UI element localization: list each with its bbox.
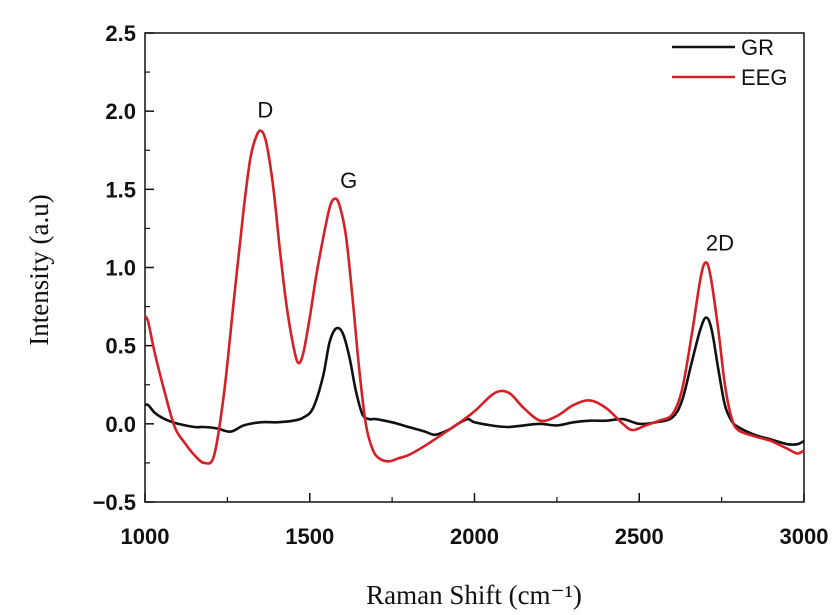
x-tick-label: 3000 xyxy=(780,524,829,549)
y-tick-label: 0.0 xyxy=(105,412,136,437)
y-tick-label: −0.5 xyxy=(93,490,136,515)
x-tick-label: 2500 xyxy=(615,524,664,549)
x-axis: 1000 1500 2000 2500 3000 xyxy=(121,493,829,549)
series-line-eeg xyxy=(143,129,805,465)
peak-label-g: G xyxy=(340,168,357,193)
legend: GR EEG xyxy=(672,35,787,90)
peak-annotations: D G 2D xyxy=(257,97,734,255)
y-tick-label: 2.5 xyxy=(105,21,136,46)
peak-label-d: D xyxy=(257,97,273,122)
y-tick-label: 0.5 xyxy=(105,334,136,359)
y-tick-label: 1.0 xyxy=(105,256,136,281)
x-axis-title: Raman Shift (cm⁻¹) xyxy=(366,580,582,610)
x-tick-label: 1000 xyxy=(121,524,170,549)
legend-label-gr: GR xyxy=(741,35,774,60)
y-axis: −0.5 0.0 0.5 1.0 1.5 2.0 2.5 xyxy=(93,21,154,515)
x-tick-label: 2000 xyxy=(450,524,499,549)
series-line-gr xyxy=(144,316,805,446)
plot-frame xyxy=(144,32,805,503)
y-tick-label: 1.5 xyxy=(105,177,136,202)
peak-label-2d: 2D xyxy=(706,230,734,255)
y-tick-label: 2.0 xyxy=(105,99,136,124)
legend-label-eeg: EEG xyxy=(741,65,787,90)
x-tick-label: 1500 xyxy=(285,524,334,549)
y-axis-title: Intensity (a.u) xyxy=(24,194,54,345)
series-layer xyxy=(143,129,805,465)
